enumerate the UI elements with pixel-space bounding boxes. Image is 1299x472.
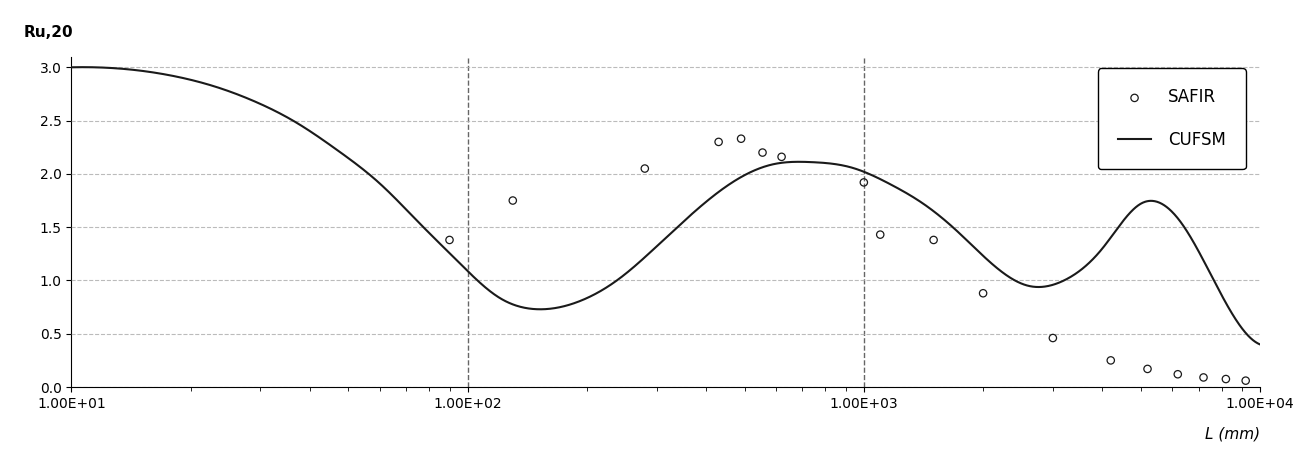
Point	[439, 236, 460, 244]
Point	[1235, 377, 1256, 384]
Point	[634, 165, 655, 172]
Point	[752, 149, 773, 156]
Point	[1137, 365, 1157, 373]
Point	[924, 236, 944, 244]
Point	[973, 289, 994, 297]
Point	[503, 197, 523, 204]
Point	[1168, 371, 1189, 378]
Point	[1216, 375, 1237, 383]
Point	[708, 138, 729, 146]
Point	[853, 178, 874, 186]
Point	[870, 231, 891, 238]
Point	[1043, 334, 1064, 342]
Point	[772, 153, 792, 160]
Text: Ru,20: Ru,20	[23, 25, 74, 40]
Point	[1100, 357, 1121, 364]
Point	[1192, 374, 1213, 381]
Text: L (mm): L (mm)	[1205, 427, 1260, 442]
Point	[731, 135, 752, 143]
Legend: SAFIR, CUFSM: SAFIR, CUFSM	[1098, 68, 1246, 169]
